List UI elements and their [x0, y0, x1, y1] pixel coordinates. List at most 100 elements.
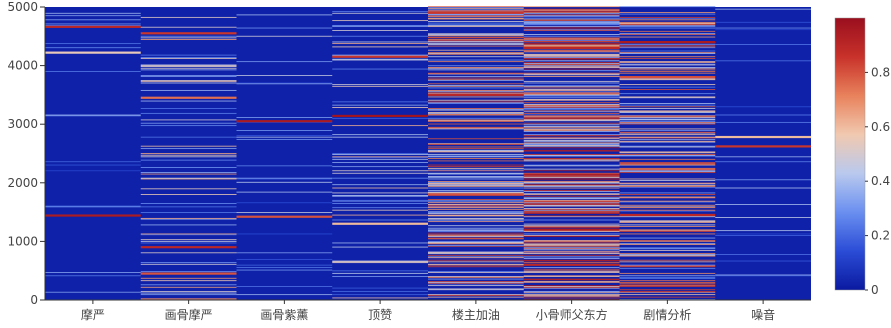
heatmap-cell: [428, 33, 524, 35]
heatmap-cell: [619, 229, 716, 231]
heatmap-cell: [523, 58, 620, 60]
heatmap-cell: [332, 170, 428, 172]
heatmap-cell: [619, 170, 716, 172]
heatmap-cell: [523, 64, 620, 66]
heatmap-cell: [715, 44, 811, 45]
heatmap-cell: [523, 190, 620, 191]
heatmap-cell: [523, 97, 620, 99]
heatmap-cell: [428, 237, 524, 239]
x-axis: 摩严 画骨摩严 画骨紫薰 顶赞 楼主加油 小骨师父东方 剧情分析 噪音: [45, 299, 811, 322]
heatmap-cell: [523, 82, 620, 84]
heatmap-cell: [428, 112, 524, 113]
heatmap-cell: [523, 8, 620, 10]
heatmap-cell: [619, 115, 716, 117]
heatmap-cell: [428, 281, 524, 282]
heatmap-cell: [523, 281, 620, 282]
heatmap-cell: [619, 196, 716, 198]
heatmap-cell: [428, 37, 524, 39]
heatmap-cell: [619, 206, 716, 208]
y-tick-label: 2000: [7, 176, 38, 190]
heatmap-cell: [428, 169, 524, 171]
heatmap-cell: [523, 158, 620, 159]
heatmap-cell: [332, 85, 428, 87]
heatmap-cell: [332, 59, 428, 61]
heatmap-cell: [332, 199, 428, 201]
heatmap-cell: [428, 56, 524, 58]
heatmap-cell: [523, 278, 620, 280]
heatmap-cell: [45, 272, 141, 273]
heatmap-cell: [428, 208, 524, 210]
heatmap-cell: [619, 280, 716, 282]
heatmap-cell: [428, 252, 524, 254]
heatmap-cell: [332, 287, 428, 289]
heatmap-cell: [140, 294, 237, 296]
heatmap-cell: [332, 209, 428, 211]
heatmap-cell: [523, 25, 620, 27]
heatmap-cell: [619, 230, 716, 232]
heatmap-cell: [428, 251, 524, 253]
heatmap-cell: [523, 231, 620, 232]
heatmap-cell: [428, 73, 524, 75]
heatmap-cell: [619, 220, 716, 222]
heatmap-cell: [523, 120, 620, 122]
heatmap-cell: [523, 208, 620, 210]
heatmap-cell: [140, 206, 237, 208]
heatmap-column: [715, 8, 811, 277]
heatmap-cell: [523, 43, 620, 45]
y-tick-label: 4000: [7, 59, 38, 73]
heatmap-cell: [619, 277, 716, 279]
heatmap-cell: [619, 36, 716, 38]
heatmap-column: [428, 6, 524, 298]
heatmap-cell: [140, 65, 237, 67]
heatmap-cell: [428, 238, 524, 240]
heatmap-cell: [523, 34, 620, 35]
heatmap-cell: [523, 235, 620, 236]
heatmap-cell: [428, 220, 524, 222]
heatmap-cell: [523, 201, 620, 203]
heatmap-cell: [428, 259, 524, 261]
heatmap-cell: [428, 126, 524, 128]
heatmap-cell: [619, 137, 716, 139]
heatmap-cell: [523, 149, 620, 151]
heatmap-cell: [619, 294, 716, 296]
heatmap-cell: [332, 162, 428, 163]
heatmap-cell: [428, 181, 524, 183]
heatmap-cell: [523, 290, 620, 292]
heatmap-cell: [619, 194, 716, 195]
heatmap-cell: [619, 56, 716, 58]
heatmap-cell: [523, 174, 620, 176]
heatmap-cell: [715, 179, 811, 181]
heatmap-cell: [619, 84, 716, 86]
heatmap-cell: [523, 26, 620, 28]
heatmap-cell: [619, 108, 716, 109]
heatmap-cell: [619, 12, 716, 13]
heatmap-cell: [140, 75, 237, 77]
heatmap-cell: [428, 176, 524, 177]
heatmap-cell: [523, 276, 620, 278]
heatmap-cell: [332, 214, 428, 216]
heatmap-cell: [523, 259, 620, 261]
heatmap-cell: [523, 213, 620, 214]
heatmap-cell: [619, 34, 716, 35]
heatmap-cell: [619, 19, 716, 21]
heatmap-cell: [428, 176, 524, 178]
heatmap-cell: [428, 155, 524, 157]
heatmap-cell: [428, 245, 524, 246]
heatmap-cell: [428, 35, 524, 36]
heatmap-cell: [523, 144, 620, 146]
heatmap-cell: [428, 192, 524, 194]
heatmap-cell: [332, 107, 428, 109]
heatmap-cell: [428, 217, 524, 219]
heatmap-cell: [523, 291, 620, 293]
heatmap-cell: [236, 165, 333, 167]
heatmap-cell: [428, 24, 524, 26]
heatmap-cell: [619, 72, 716, 74]
heatmap-cell: [45, 205, 141, 207]
heatmap-cell: [619, 110, 716, 112]
heatmap-cell: [236, 130, 333, 131]
heatmap-cell: [140, 66, 237, 67]
heatmap-cell: [619, 167, 716, 169]
heatmap-cell: [523, 295, 620, 296]
heatmap-cell: [619, 201, 716, 203]
heatmap-cell: [619, 164, 716, 166]
